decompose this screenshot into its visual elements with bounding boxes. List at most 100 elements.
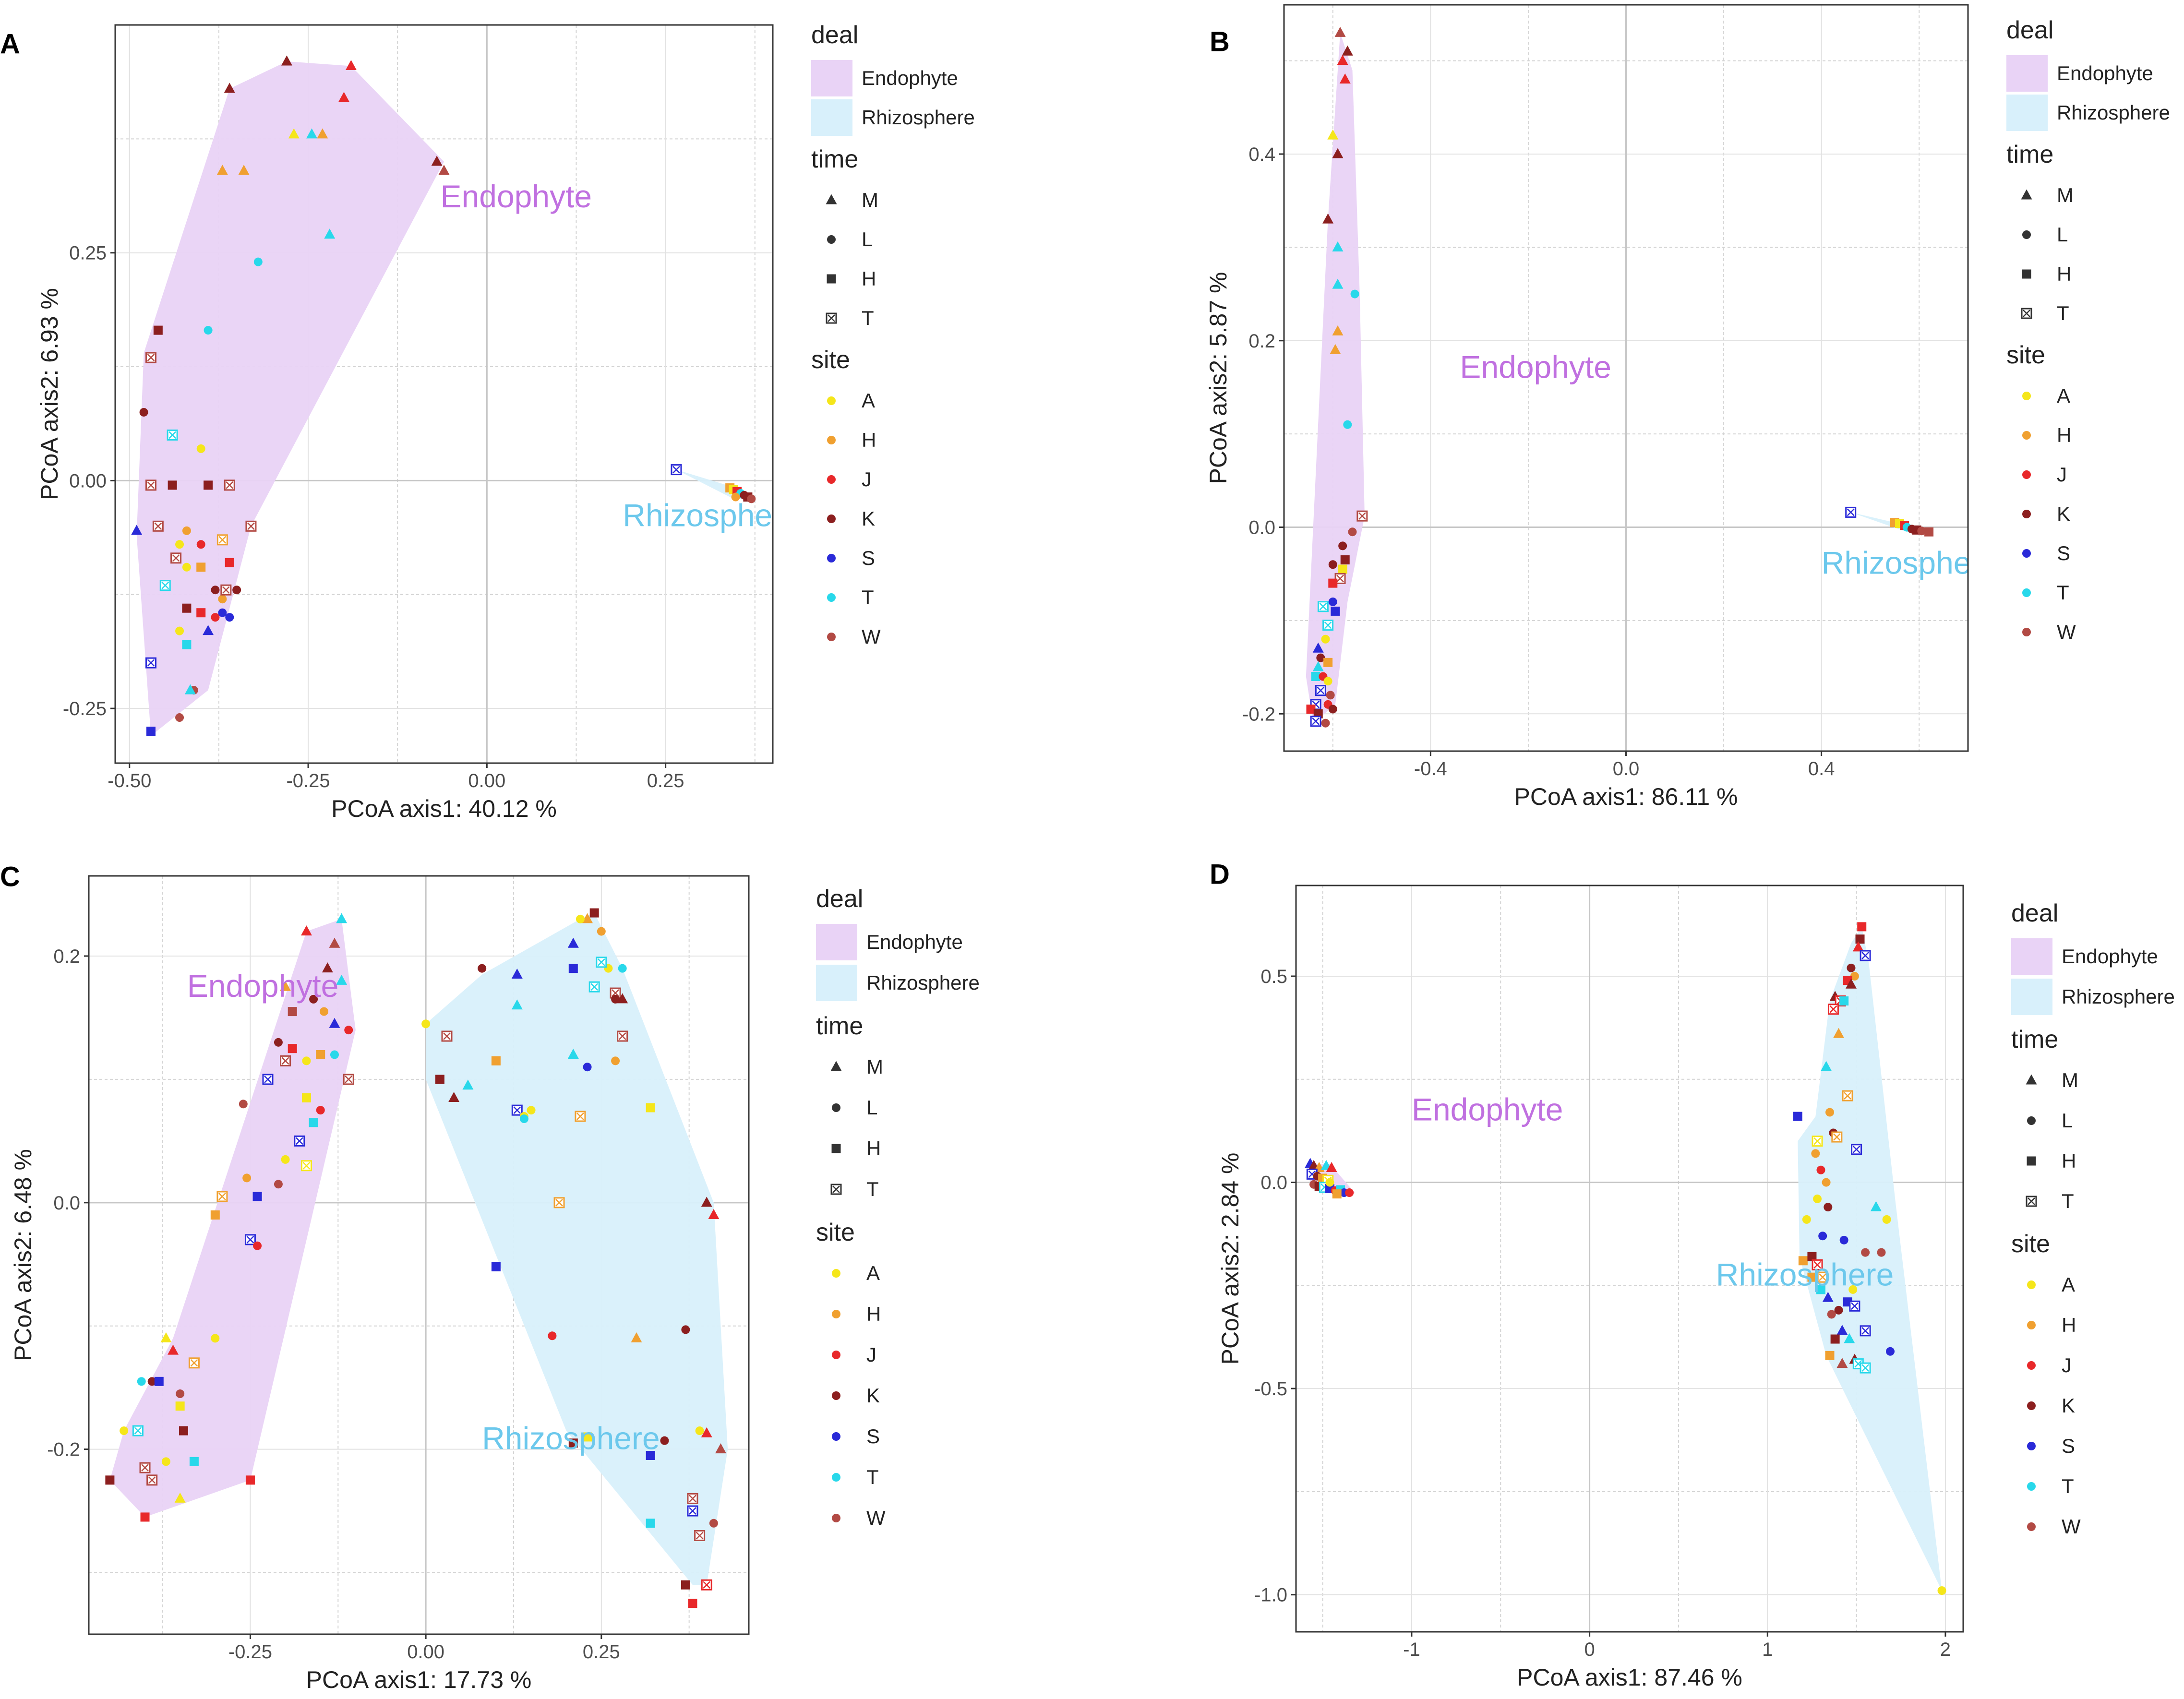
x-tick-label: 0.25 — [647, 770, 684, 791]
data-point — [154, 1376, 164, 1386]
data-point — [140, 1512, 150, 1522]
legend-label-site: J — [866, 1343, 876, 1366]
y-axis-title: PCoA axis2: 6.93 % — [36, 288, 63, 500]
legend-key-time — [826, 194, 837, 204]
data-point — [617, 993, 628, 1004]
data-point — [120, 1426, 129, 1436]
legend-key-site — [2022, 392, 2031, 400]
data-point — [582, 913, 593, 923]
data-point — [146, 1474, 158, 1486]
legend-label-site: J — [862, 468, 872, 491]
data-point-cross — [1813, 1261, 1821, 1269]
legend-key-time-cross — [828, 314, 835, 322]
data-point — [281, 55, 292, 66]
data-point — [631, 1332, 642, 1342]
data-point — [709, 1519, 718, 1528]
x-tick-label: -1 — [1403, 1639, 1420, 1660]
data-point — [167, 429, 178, 441]
data-point-cross — [226, 481, 234, 489]
legend-key-endophyte — [811, 60, 852, 96]
data-point — [681, 1325, 690, 1334]
data-point — [617, 1030, 628, 1042]
data-point — [1813, 1194, 1822, 1203]
data-point — [1821, 1061, 1832, 1071]
legend-title-deal: deal — [2006, 16, 2053, 44]
data-point — [274, 1180, 283, 1189]
legend-title-time: time — [816, 1012, 863, 1040]
data-point-cross — [247, 522, 255, 530]
x-tick-label: 0.00 — [407, 1641, 444, 1663]
data-point — [1310, 716, 1321, 727]
legend-label-time: M — [862, 189, 878, 211]
data-point — [583, 1063, 592, 1072]
data-point — [139, 407, 148, 417]
data-point — [435, 1075, 444, 1084]
legend-key-site — [827, 593, 836, 602]
data-point — [242, 1173, 252, 1183]
legend-label-endophyte: Endophyte — [862, 67, 958, 89]
data-point — [159, 580, 171, 591]
legend-title-site: site — [816, 1219, 855, 1246]
data-point — [1311, 672, 1320, 681]
legend-title-site: site — [2011, 1230, 2050, 1258]
legend-key-rhizosphere — [816, 965, 857, 1001]
data-point-cross — [190, 1359, 198, 1367]
rhizosphere-label: Rhizosphere — [1822, 545, 2000, 581]
data-point — [182, 603, 192, 613]
legend-key-site — [2027, 1522, 2036, 1531]
data-point — [576, 914, 585, 923]
data-point — [1315, 685, 1326, 696]
data-point — [701, 1196, 712, 1207]
data-point — [174, 1492, 186, 1503]
data-point — [646, 1519, 655, 1528]
legend-label-time: L — [862, 228, 873, 251]
legend: dealEndophyteRhizospheretimeMLHTsiteAHJK… — [2011, 899, 2175, 1538]
legend-key-site — [832, 1473, 840, 1482]
data-point — [1332, 241, 1344, 251]
data-point — [1860, 1325, 1871, 1337]
data-point-cross — [618, 1032, 626, 1040]
data-point — [182, 526, 191, 535]
data-point-cross — [154, 522, 162, 530]
data-point-cross — [147, 481, 155, 489]
data-point — [1798, 1256, 1808, 1266]
data-point — [211, 586, 220, 595]
data-point — [1847, 963, 1856, 972]
data-point-cross — [513, 1106, 521, 1114]
legend-key-site — [2022, 470, 2031, 479]
data-point — [168, 480, 177, 490]
data-point — [1917, 526, 1926, 536]
legend-label-time: T — [2062, 1190, 2074, 1212]
legend-key-site — [2022, 549, 2031, 558]
data-point — [203, 625, 214, 635]
legend-key-site — [827, 554, 836, 562]
legend-title-deal: deal — [811, 21, 858, 49]
legend-label-site: K — [866, 1384, 880, 1407]
legend-label-site: T — [2057, 581, 2069, 604]
data-point — [1328, 705, 1337, 714]
legend-key-time — [827, 235, 836, 244]
y-tick-label: 0.5 — [1260, 966, 1287, 987]
data-point — [336, 913, 348, 923]
legend-key-time — [2021, 189, 2032, 200]
data-point — [1845, 506, 1857, 518]
data-point — [1312, 642, 1324, 653]
data-point — [1824, 1203, 1833, 1212]
data-point-cross — [1819, 1273, 1827, 1281]
legend: dealEndophyteRhizospheretimeMLHTsiteAHJK… — [811, 21, 975, 648]
legend-title-site: site — [811, 346, 850, 374]
plot-area: Endophyte Rhizosphere — [115, 25, 773, 763]
endophyte-label: Endophyte — [1412, 1092, 1563, 1127]
data-point — [204, 480, 213, 490]
data-point — [288, 128, 300, 139]
data-point — [145, 479, 156, 491]
legend-title-time: time — [2011, 1026, 2058, 1053]
legend-label-site: H — [2062, 1314, 2076, 1336]
legend-label-time: M — [866, 1055, 883, 1078]
data-point — [1356, 510, 1368, 522]
data-point-cross — [147, 354, 155, 361]
data-point — [288, 1044, 297, 1053]
data-point — [1350, 289, 1359, 299]
endophyte-hull — [1306, 33, 1365, 723]
data-point — [1848, 1285, 1858, 1294]
